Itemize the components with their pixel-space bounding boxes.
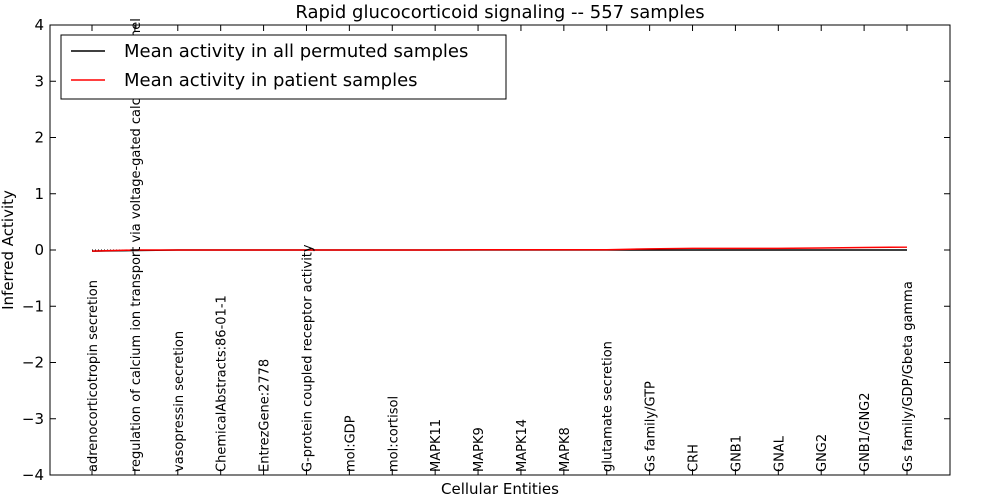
category-label: GNB1/GNG2	[858, 392, 873, 472]
y-tick-label: −1	[22, 297, 44, 315]
category-label: vasopressin secretion	[172, 331, 187, 472]
y-tick-label: −3	[22, 410, 44, 428]
category-label: GNB1	[729, 435, 744, 472]
category-label: mol:GDP	[343, 415, 358, 472]
y-tick-label: −4	[22, 466, 44, 484]
y-axis-title: Inferred Activity	[0, 190, 17, 310]
y-tick-label: 4	[34, 16, 44, 34]
category-label: adrenocorticotropin secretion	[86, 280, 101, 472]
y-tick-label: −2	[22, 354, 44, 372]
category-label: MAPK11	[429, 419, 444, 472]
category-label: MAPK8	[558, 427, 573, 472]
category-label: GNAL	[772, 435, 787, 472]
x-axis-title: Cellular Entities	[441, 480, 559, 498]
category-label: G-protein coupled receptor activity	[300, 244, 315, 472]
legend-label-1: Mean activity in patient samples	[124, 70, 418, 91]
category-label: GNG2	[815, 434, 830, 472]
category-label: CRH	[687, 444, 702, 472]
category-label: regulation of calcium ion transport via …	[129, 18, 144, 472]
category-label: Gs family/GDP/Gbeta gamma	[901, 281, 916, 472]
category-label: glutamate secretion	[601, 341, 616, 472]
category-label: EntrezGene:2778	[258, 359, 273, 472]
legend-label-0: Mean activity in all permuted samples	[124, 41, 468, 62]
y-tick-label: 1	[34, 185, 44, 203]
category-label: Gs family/GTP	[644, 381, 659, 472]
category-label: mol:cortisol	[386, 396, 401, 472]
series-line-1	[91, 246, 908, 252]
y-tick-label: 2	[34, 129, 44, 147]
category-label: MAPK9	[472, 427, 487, 472]
category-label: ChemicalAbstracts:86-01-1	[215, 295, 230, 472]
y-tick-label: 0	[34, 241, 44, 259]
chart-title: Rapid glucocorticoid signaling -- 557 sa…	[295, 2, 704, 23]
legend: Mean activity in all permuted samples Mea…	[60, 34, 507, 100]
category-label: MAPK14	[515, 419, 530, 472]
y-tick-label: 3	[34, 72, 44, 90]
legend-box	[60, 34, 507, 100]
